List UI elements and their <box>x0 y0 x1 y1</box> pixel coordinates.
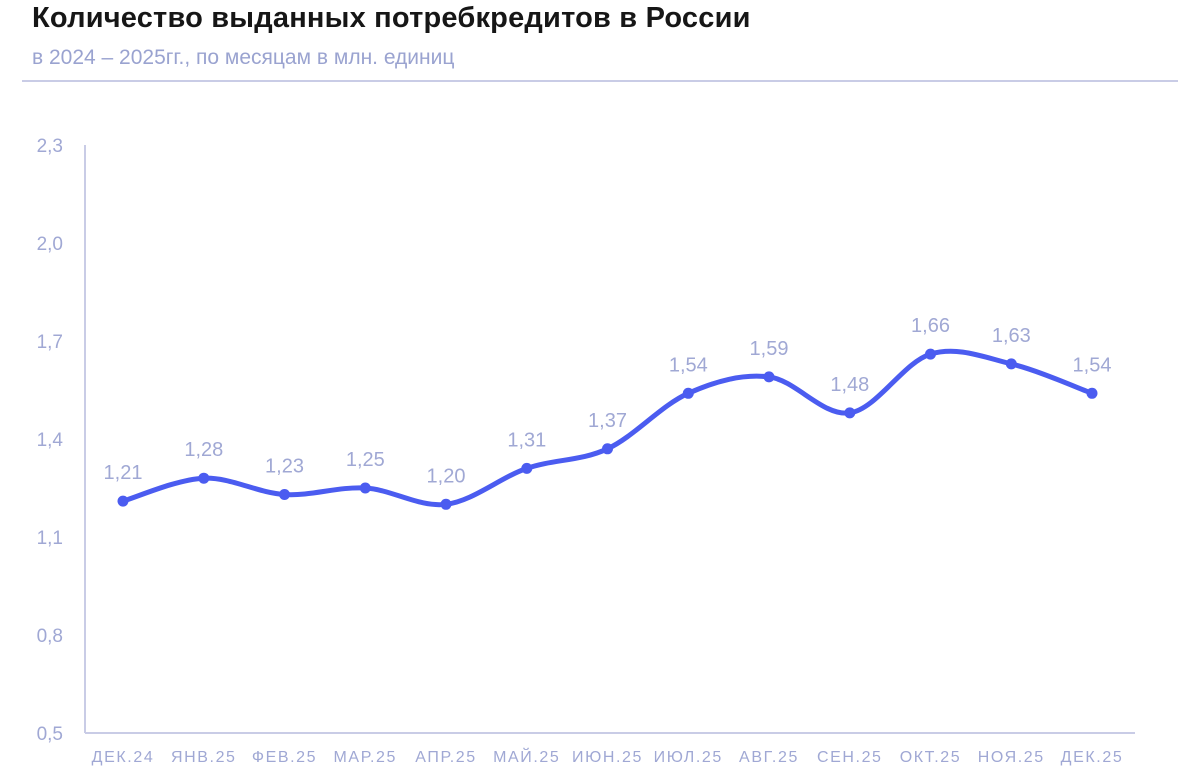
data-point <box>1086 387 1098 399</box>
x-tick-label: ИЮН.25 <box>572 749 643 766</box>
data-point-label: 1,63 <box>992 325 1031 347</box>
data-point <box>117 495 129 507</box>
data-point-label: 1,21 <box>104 462 143 484</box>
data-point-label: 1,54 <box>669 354 708 376</box>
y-tick-label: 2,0 <box>37 234 63 255</box>
x-tick-label: ЯНВ.25 <box>171 749 237 766</box>
data-point-label: 1,20 <box>427 465 466 487</box>
y-tick-label: 0,5 <box>37 724 63 745</box>
x-tick-label: ОКТ.25 <box>900 749 962 766</box>
data-point <box>844 407 856 419</box>
x-tick-label: ДЕК.25 <box>1061 749 1124 766</box>
x-tick-label: МАЙ.25 <box>493 747 560 766</box>
data-point-label: 1,37 <box>588 410 627 432</box>
data-point-label: 1,66 <box>911 315 950 337</box>
data-point <box>440 498 452 510</box>
data-point <box>521 462 533 474</box>
data-point <box>359 482 371 494</box>
y-tick-label: 1,4 <box>37 430 64 451</box>
data-point <box>279 489 290 500</box>
data-point <box>198 472 210 484</box>
x-tick-label: ФЕВ.25 <box>252 749 317 766</box>
data-point <box>1005 358 1017 370</box>
data-point <box>682 387 694 399</box>
chart-title: Количество выданных потребкредитов в Рос… <box>32 2 751 34</box>
data-point <box>925 348 936 360</box>
data-point-label: 1,28 <box>184 439 223 461</box>
y-tick-label: 0,8 <box>37 626 63 647</box>
y-tick-label: 1,7 <box>37 332 63 353</box>
data-point-label: 1,23 <box>265 456 304 478</box>
x-tick-label: НОЯ.25 <box>978 749 1045 766</box>
x-tick-label: МАР.25 <box>334 749 398 766</box>
x-tick-label: ДЕК.24 <box>92 749 155 766</box>
y-tick-label: 1,1 <box>37 528 63 549</box>
data-point <box>602 443 613 455</box>
x-tick-label: ИЮЛ.25 <box>654 749 723 766</box>
x-tick-label: АПР.25 <box>415 749 476 766</box>
x-tick-label: СЕН.25 <box>817 749 883 766</box>
y-tick-label: 2,3 <box>37 136 63 157</box>
data-point-label: 1,25 <box>346 449 385 471</box>
header-divider <box>22 80 1178 82</box>
data-point-label: 1,48 <box>830 374 869 396</box>
data-point-label: 1,59 <box>750 338 789 360</box>
x-tick-label: АВГ.25 <box>739 749 799 766</box>
data-point-label: 1,31 <box>507 429 546 451</box>
data-point <box>763 371 775 383</box>
data-point-label: 1,54 <box>1073 354 1112 376</box>
chart-subtitle: в 2024 – 2025гг., по месяцам в млн. един… <box>32 46 455 69</box>
